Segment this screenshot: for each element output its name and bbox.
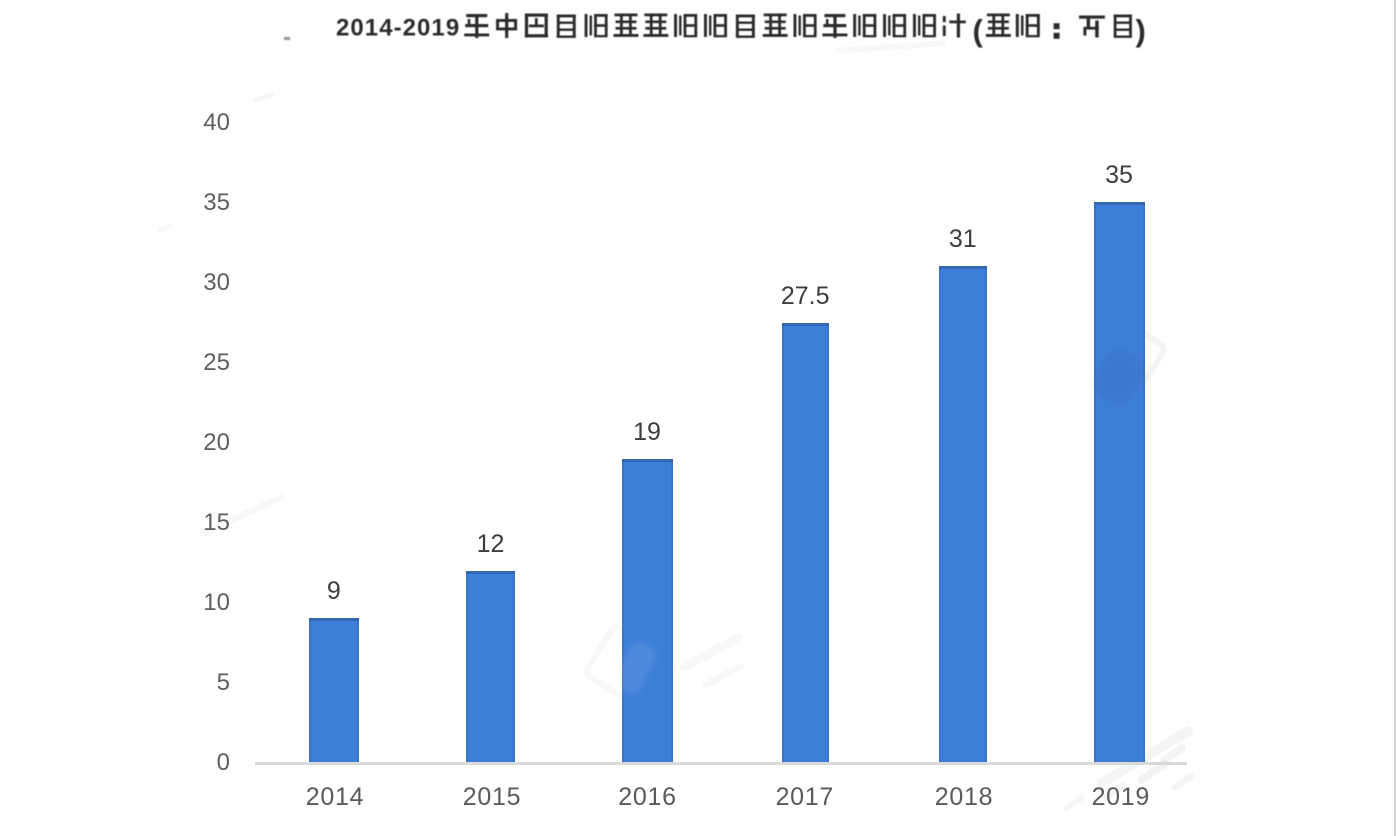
svg-text:): ) xyxy=(1136,13,1146,48)
svg-text:2014-2019: 2014-2019 xyxy=(336,14,460,41)
svg-text:(: ( xyxy=(973,13,984,48)
